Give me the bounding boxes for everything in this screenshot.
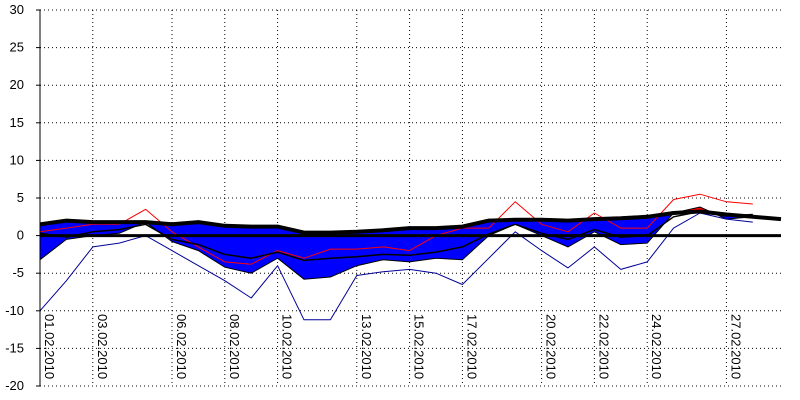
x-tick-label: 13.02.2010	[359, 314, 374, 379]
x-tick-label: 08.02.2010	[227, 314, 242, 379]
x-tick-label: 10.02.2010	[280, 314, 295, 379]
grid	[39, 9, 781, 387]
x-tick-label: 24.02.2010	[649, 314, 664, 379]
y-tick-label: 0	[17, 228, 24, 243]
y-tick-label: 30	[10, 2, 24, 17]
min-temperature-line	[39, 212, 753, 321]
x-tick-label: 20.02.2010	[544, 314, 559, 379]
y-tick-label: 15	[10, 115, 24, 130]
y-tick-label: 10	[10, 152, 24, 167]
x-tick-label: 22.02.2010	[596, 314, 611, 379]
y-tick-label: -15	[5, 340, 24, 355]
y-tick-label: 25	[10, 40, 24, 55]
y-tick-label: -5	[12, 265, 24, 280]
x-tick-label: 27.02.2010	[728, 314, 743, 379]
x-tick-label: 15.02.2010	[412, 314, 427, 379]
y-tick-label: -10	[5, 303, 24, 318]
y-tick-label: -20	[5, 378, 24, 393]
y-tick-label: 20	[10, 77, 24, 92]
x-tick-label: 17.02.2010	[464, 314, 479, 379]
x-tick-label: 03.02.2010	[95, 314, 110, 379]
mean-temperature-line	[39, 209, 782, 235]
axes: 30 25 20 15 10 5 0 -5 -10 -15 -20 01.02.2010 03.02.2…	[5, 2, 781, 393]
x-tick-label: 06.02.2010	[174, 314, 189, 379]
x-tick-label: 01.02.2010	[42, 314, 57, 379]
max-temperature-line	[39, 193, 753, 265]
y-tick-label: 5	[17, 190, 24, 205]
